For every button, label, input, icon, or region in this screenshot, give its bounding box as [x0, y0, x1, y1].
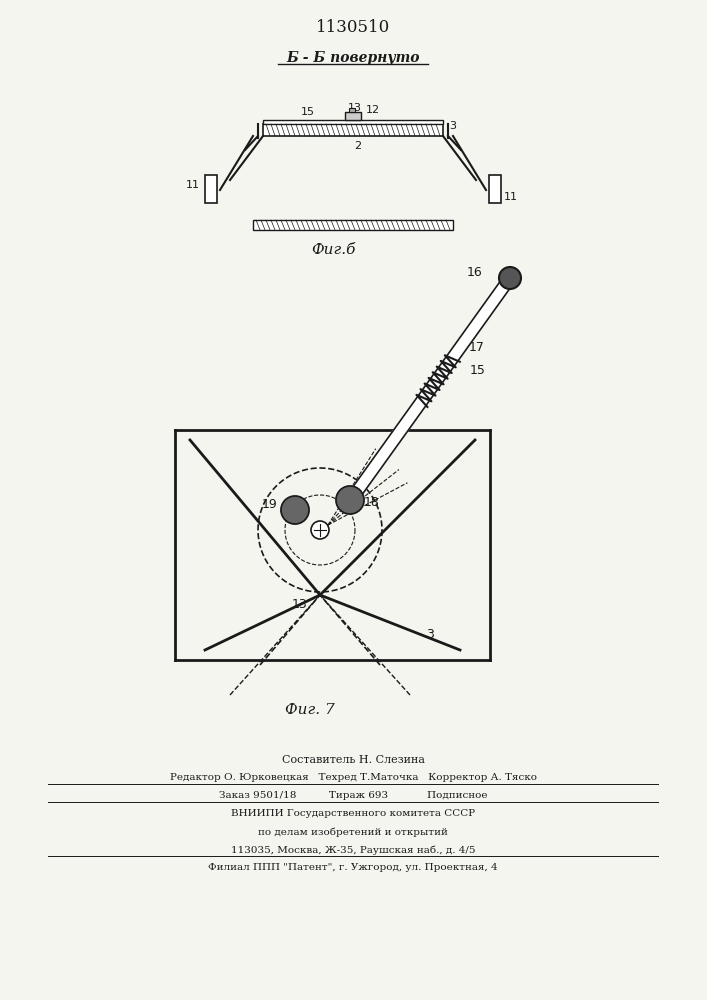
Text: 2: 2	[354, 141, 361, 151]
Text: 113035, Москва, Ж-35, Раушская наб., д. 4/5: 113035, Москва, Ж-35, Раушская наб., д. …	[230, 845, 475, 855]
Text: Б - Б повернуто: Б - Б повернуто	[286, 51, 420, 65]
Circle shape	[499, 267, 521, 289]
Text: Заказ 9501/18          Тираж 693            Подписное: Заказ 9501/18 Тираж 693 Подписное	[218, 792, 487, 800]
Text: 15: 15	[470, 363, 486, 376]
Text: 12: 12	[366, 105, 380, 115]
Bar	[205, 175, 217, 203]
Text: 13: 13	[348, 103, 362, 113]
Text: 3: 3	[426, 629, 434, 642]
Text: Филиал ППП "Патент", г. Ужгород, ул. Проектная, 4: Филиал ППП "Патент", г. Ужгород, ул. Про…	[208, 863, 498, 872]
Text: ВНИИПИ Государственного комитета СССР: ВНИИПИ Государственного комитета СССР	[231, 810, 475, 818]
Text: Редактор О. Юрковецкая   Техред Т.Маточка   Корректор А. Тяско: Редактор О. Юрковецкая Техред Т.Маточка …	[170, 774, 537, 782]
Text: по делам изобретений и открытий: по делам изобретений и открытий	[258, 827, 448, 837]
Text: Фиг.б: Фиг.б	[311, 243, 355, 257]
Bar	[489, 175, 501, 203]
Bar	[253, 220, 453, 230]
Text: 16: 16	[466, 266, 482, 279]
Circle shape	[311, 521, 329, 539]
Text: 19: 19	[262, 498, 278, 512]
Circle shape	[336, 486, 364, 514]
Text: 13: 13	[292, 598, 308, 611]
Bar	[345, 112, 361, 120]
Text: 18: 18	[364, 495, 380, 508]
Bar	[349, 108, 355, 112]
Text: 15: 15	[301, 107, 315, 117]
Text: 17: 17	[468, 341, 484, 354]
Text: Составитель Н. Слезина: Составитель Н. Слезина	[281, 755, 424, 765]
Polygon shape	[343, 275, 515, 507]
Bar	[263, 124, 443, 136]
Text: 1130510: 1130510	[316, 19, 390, 36]
Circle shape	[281, 496, 309, 524]
Bar	[263, 120, 443, 124]
Text: 11: 11	[186, 180, 200, 190]
Text: Фиг. 7: Фиг. 7	[285, 703, 335, 717]
Text: 11: 11	[504, 192, 518, 202]
Text: 3: 3	[450, 121, 457, 131]
